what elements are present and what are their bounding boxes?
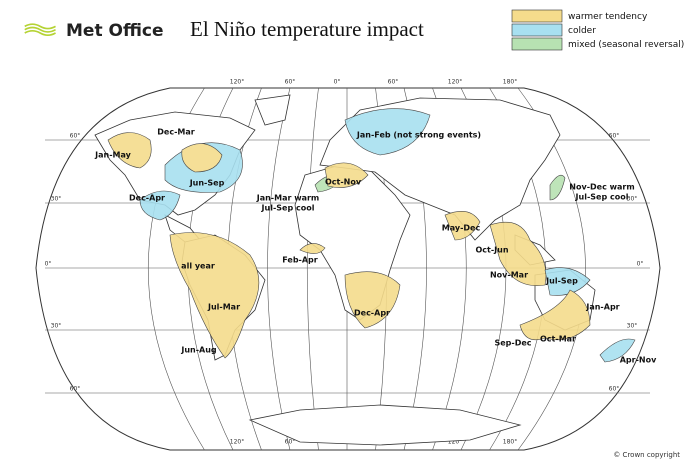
region-label: Dec-Apr (129, 194, 165, 203)
cold-area (344, 108, 431, 156)
region-label: Jun-Sep (189, 179, 225, 188)
region-label: Jul-Mar (207, 303, 240, 312)
latitude-label: 30° (51, 323, 62, 330)
impact-areas (107, 108, 636, 363)
longitude-label: 60° (388, 79, 399, 86)
warm-area (169, 232, 260, 359)
region-label: Nov-Mar (490, 271, 528, 280)
copyright: © Crown copyright (613, 451, 680, 459)
longitude-label: 0° (334, 79, 341, 86)
meridian (267, 87, 291, 451)
warm-area (324, 162, 369, 188)
region-label: May-Dec (442, 224, 481, 233)
legend-swatch (511, 23, 563, 37)
region-label: Jul-Sep cool (575, 193, 629, 202)
longitude-label: 60° (285, 439, 296, 446)
greenland (254, 94, 291, 126)
longitude-label: 120° (448, 439, 462, 446)
region-label: Jun-Aug (180, 346, 217, 355)
logo: Met Office (24, 21, 164, 41)
title: El Niño temperature impact (190, 17, 424, 41)
warm-area (107, 132, 152, 169)
legend: warmer tendency colder mixed (seasonal rev… (511, 9, 684, 51)
longitude-label: 180° (503, 439, 517, 446)
region-label: Jan-Mar warm (256, 194, 320, 203)
region-label: Dec-Apr (354, 309, 390, 318)
latitude-label: 60° (609, 133, 620, 140)
region-label: Jan-Apr (585, 303, 619, 312)
region-label: Jan-May (94, 151, 132, 160)
region-label: Jul-Sep cool (261, 204, 315, 213)
legend-label: mixed (seasonal reversal) (568, 40, 684, 50)
latitude-label: 60° (70, 133, 81, 140)
cold-area (599, 338, 636, 363)
warm-area (444, 210, 481, 241)
cold-area (544, 267, 591, 296)
latitude-label: 60° (70, 386, 81, 393)
region-label: Feb-Apr (282, 256, 318, 265)
region-label: Nov-Dec warm (569, 183, 634, 192)
region-label: Oct-Nov (325, 178, 362, 187)
region-label: Dec-Mar (157, 128, 194, 137)
latitude-label: 30° (51, 196, 62, 203)
legend-swatch (511, 9, 563, 23)
warm-area (519, 289, 591, 341)
region-label: Apr-Nov (620, 356, 657, 365)
region-labels: Jan-May Dec-Mar Jun-Sep Dec-Apr all year Jul-… (94, 128, 657, 365)
longitude-label: 120° (230, 79, 244, 86)
longitude-label: 180° (503, 79, 517, 86)
region-label: Oct-Mar (540, 335, 576, 344)
mixed-area (549, 174, 566, 201)
warm-area (181, 143, 223, 173)
logo-waves (24, 23, 56, 37)
logo-text: Met Office (66, 21, 164, 41)
latitude-label: 0° (637, 261, 644, 268)
region-label: Sep-Dec (494, 339, 531, 348)
warm-area (344, 271, 401, 329)
latitude-label: 60° (609, 386, 620, 393)
region-label: all year (181, 262, 215, 271)
legend-swatch (511, 37, 563, 51)
region-label: Jan-Feb (not strong events) (356, 131, 481, 140)
legend-label: colder (568, 26, 596, 36)
warm-area (489, 221, 547, 287)
longitude-label: 60° (285, 79, 296, 86)
legend-label: warmer tendency (568, 12, 648, 22)
latitude-label: 30° (627, 196, 638, 203)
warm-area (299, 243, 326, 254)
meridian (306, 87, 319, 451)
longitude-label: 120° (230, 439, 244, 446)
latitude-label: 30° (627, 323, 638, 330)
antarctica (248, 404, 522, 446)
region-label: Jul-Sep (545, 277, 578, 286)
cold-area (139, 190, 181, 221)
region-label: Oct-Jun (475, 246, 508, 255)
latitude-label: 0° (45, 261, 52, 268)
longitude-label: 120° (448, 79, 462, 86)
